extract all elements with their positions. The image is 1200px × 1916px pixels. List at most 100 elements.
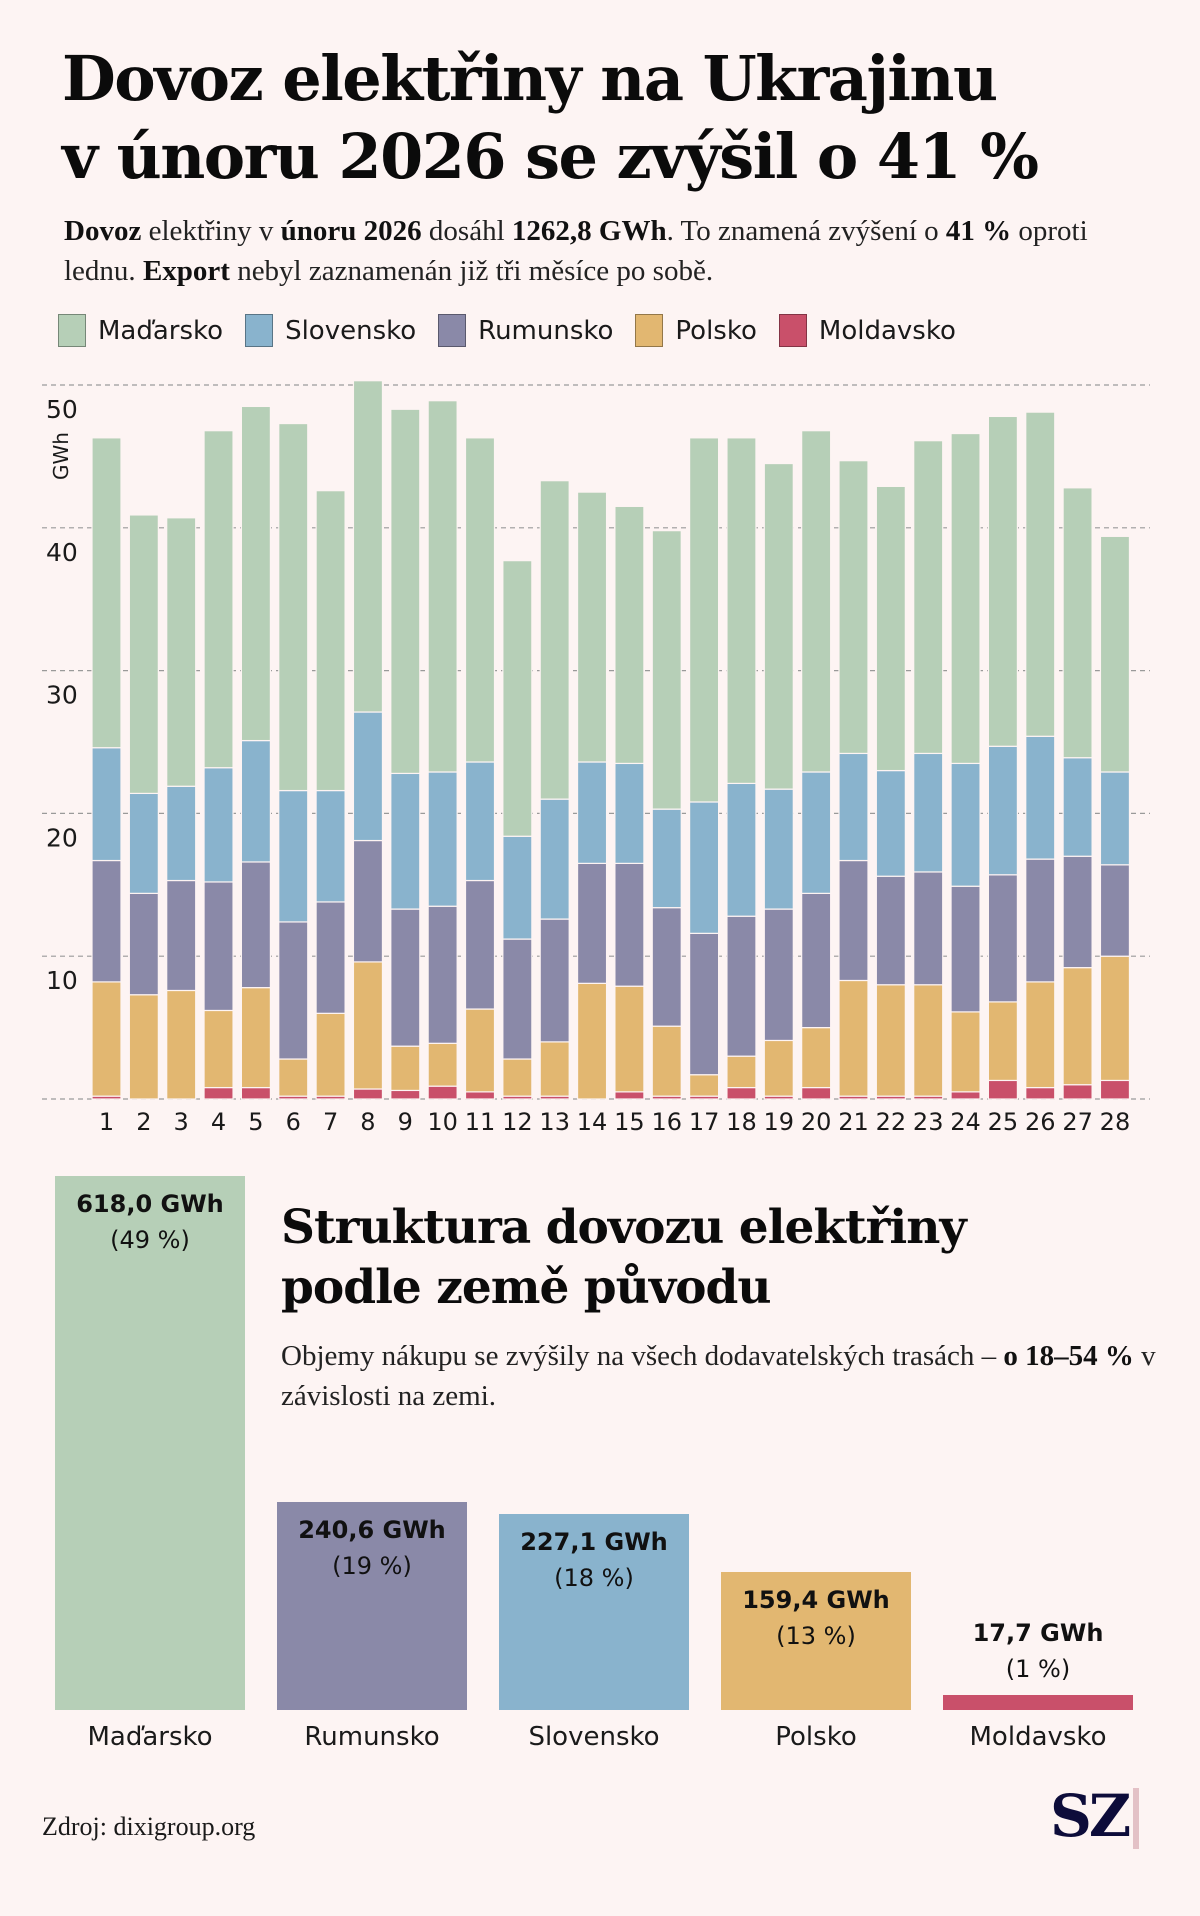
bar-segment-rumunsko	[539, 918, 570, 1043]
lead-run: Dovoz	[64, 215, 142, 247]
bar-segment-rumunsko	[502, 938, 533, 1060]
bar-segment-moldavsko	[1062, 1084, 1093, 1100]
bar-segment-polsko	[838, 979, 869, 1097]
x-tick-label: 17	[689, 1108, 720, 1136]
bar-segment-maďarsko	[726, 437, 757, 785]
bar-segment-slovensko	[240, 739, 271, 863]
bar-segment-rumunsko	[203, 881, 234, 1012]
bar-segment-rumunsko	[726, 915, 757, 1057]
country-value: 159,4 GWh	[742, 1586, 890, 1615]
bar-segment-rumunsko	[240, 861, 271, 989]
bar-segment-polsko	[128, 994, 159, 1100]
bar-segment-polsko	[763, 1039, 794, 1097]
country-percent: (49 %)	[110, 1226, 190, 1254]
country-bar-value-label: 618,0 GWh (49 %)	[55, 1186, 245, 1258]
country-percent: (13 %)	[776, 1622, 856, 1651]
bar-segment-polsko	[1062, 967, 1093, 1086]
bar-segment-moldavsko	[1025, 1086, 1056, 1100]
y-tick-label: 20	[46, 823, 78, 852]
bar-segment-rumunsko	[763, 908, 794, 1042]
country-bar-value-label: 240,6 GWh (19 %)	[277, 1512, 467, 1584]
bar-segment-polsko	[576, 982, 608, 1100]
structure-lead-run: v závislosti na zemi.	[281, 1340, 1156, 1412]
country-name-label: Maďarsko	[87, 1722, 213, 1752]
bar-segment-rumunsko	[913, 871, 944, 986]
bar-segment-slovensko	[390, 772, 421, 910]
country-percent: (18 %)	[554, 1563, 634, 1592]
bar-segment-maďarsko	[1062, 487, 1093, 759]
bar-segment-moldavsko	[987, 1079, 1019, 1100]
bar-segment-maďarsko	[278, 422, 309, 792]
bar-segment-maďarsko	[427, 400, 458, 773]
x-tick-label: 26	[1025, 1108, 1056, 1136]
bar-segment-rumunsko	[688, 932, 720, 1076]
bar-segment-moldavsko	[390, 1089, 421, 1100]
y-tick-label: 40	[46, 538, 78, 567]
bar-segment-polsko	[726, 1055, 757, 1089]
country-bar-value-label: 17,7 GWh (1 %)	[943, 1615, 1133, 1687]
lead-run: 41 %	[945, 215, 1012, 247]
bar-segment-slovensko	[539, 798, 570, 920]
lead-run: Export	[142, 255, 230, 287]
bar-segment-slovensko	[166, 785, 197, 882]
y-tick-label: 30	[46, 681, 78, 710]
bar-segment-maďarsko	[390, 408, 421, 775]
bar-segment-slovensko	[913, 752, 944, 873]
bar-segment-maďarsko	[203, 430, 234, 769]
source-note: Zdroj: dixigroup.org	[42, 1812, 256, 1841]
bar-segment-polsko	[278, 1058, 309, 1097]
bar-segment-polsko	[913, 984, 944, 1097]
bar-segment-polsko	[875, 984, 906, 1097]
bar-segment-slovensko	[1025, 735, 1056, 860]
bar-segment-polsko	[390, 1045, 421, 1092]
bar-segment-slovensko	[203, 767, 234, 883]
bar-segment-polsko	[987, 1001, 1019, 1082]
country-percent: (1 %)	[1005, 1654, 1071, 1683]
x-tick-label: 27	[1062, 1108, 1093, 1136]
bar-segment-polsko	[651, 1025, 682, 1097]
bar-segment-polsko	[166, 989, 197, 1100]
x-tick-label: 19	[764, 1108, 795, 1136]
y-axis-label: GWh	[49, 432, 73, 480]
bar-segment-maďarsko	[688, 437, 720, 803]
bar-segment-moldavsko	[427, 1085, 458, 1100]
legend-label: Slovensko	[285, 315, 417, 346]
country-bar-value-label: 159,4 GWh (13 %)	[721, 1582, 911, 1654]
main-title: Dovoz elektřiny na Ukrajinu v únoru 2026…	[62, 40, 1039, 196]
bar-segment-rumunsko	[315, 901, 346, 1014]
bar-segment-polsko	[950, 1011, 981, 1093]
bar-segment-slovensko	[464, 761, 496, 882]
bar-segment-rumunsko	[278, 921, 309, 1060]
x-tick-label: 28	[1100, 1108, 1131, 1136]
bar-segment-maďarsko	[576, 491, 608, 763]
x-tick-label: 1	[99, 1108, 114, 1136]
bar-segment-slovensko	[502, 835, 533, 940]
country-bar	[943, 1694, 1133, 1710]
bar-segment-slovensko	[614, 762, 645, 864]
bar-segment-maďarsko	[913, 440, 944, 755]
bar-segment-polsko	[315, 1012, 346, 1097]
bar-segment-maďarsko	[987, 415, 1019, 747]
structure-title: Struktura dovozu elektřiny podle země pů…	[281, 1198, 967, 1318]
bar-segment-polsko	[502, 1058, 533, 1097]
bar-segment-moldavsko	[464, 1091, 496, 1100]
bar-segment-rumunsko	[950, 885, 981, 1013]
bar-segment-maďarsko	[838, 460, 869, 755]
bar-segment-maďarsko	[950, 432, 981, 765]
bar-segment-polsko	[91, 981, 122, 1097]
x-tick-label: 24	[950, 1108, 981, 1136]
bar-segment-rumunsko	[1025, 858, 1056, 983]
bar-segment-rumunsko	[390, 908, 421, 1047]
main-title-line-1: Dovoz elektřiny na Ukrajinu	[62, 42, 998, 115]
bar-segment-moldavsko	[801, 1086, 832, 1100]
country-name-label: Polsko	[775, 1722, 857, 1752]
structure-lead: Objemy nákupu se zvýšily na všech dodava…	[281, 1336, 1161, 1416]
x-tick-label: 4	[211, 1108, 226, 1136]
x-tick-label: 8	[360, 1108, 375, 1136]
country-bar	[499, 1513, 689, 1710]
bar-segment-maďarsko	[128, 514, 159, 795]
x-tick-label: 5	[248, 1108, 263, 1136]
bar-segment-slovensko	[950, 762, 981, 887]
country-value: 227,1 GWh	[520, 1527, 668, 1556]
bar-segment-moldavsko	[203, 1086, 234, 1100]
